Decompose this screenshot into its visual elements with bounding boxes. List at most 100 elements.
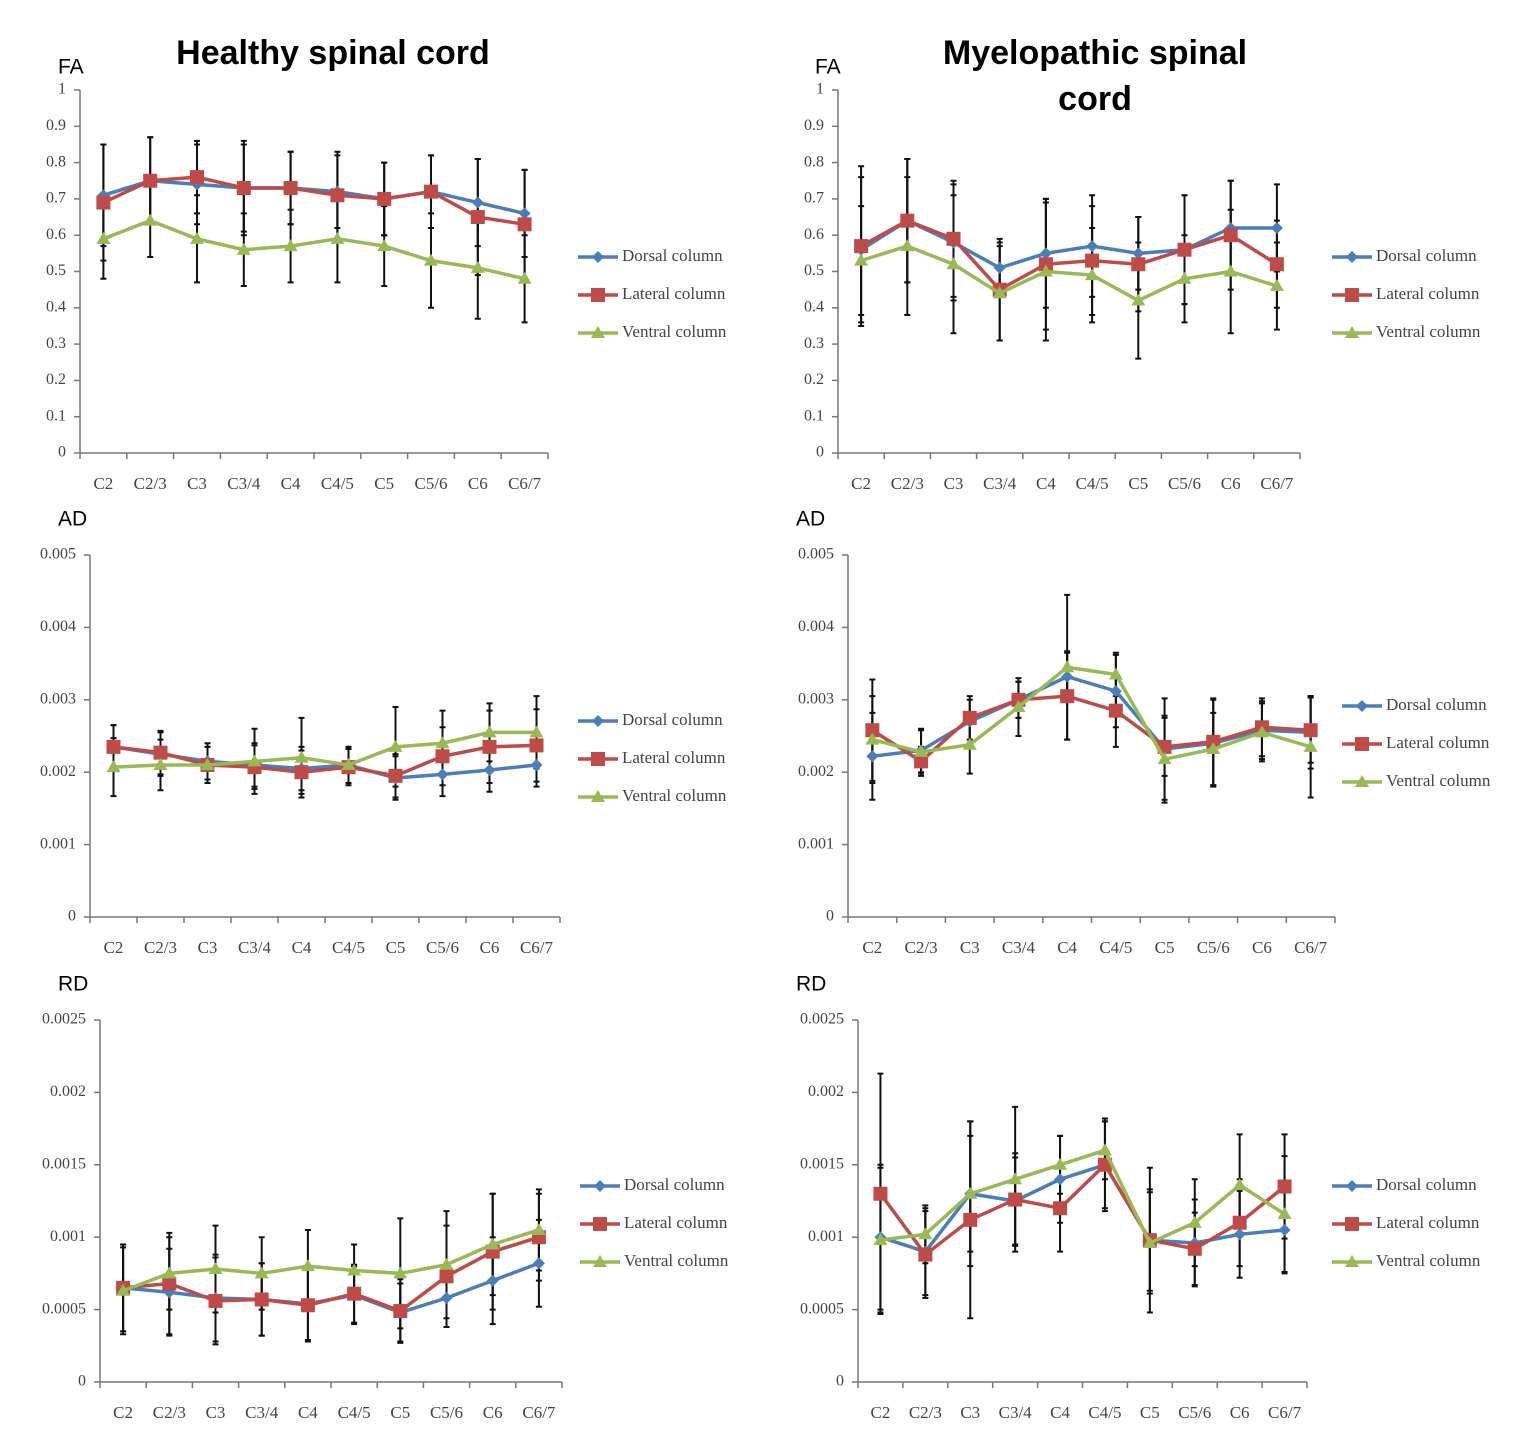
marker-triangle: [482, 725, 497, 738]
marker-triangle: [470, 260, 485, 273]
x-tick-label: C5/6: [414, 474, 447, 493]
y-tick-label: 0: [78, 1373, 86, 1390]
marker-triangle: [529, 725, 544, 738]
marker-square: [1060, 689, 1075, 704]
marker-square: [946, 231, 961, 246]
marker-triangle: [190, 231, 204, 244]
x-tick-label: C2: [93, 474, 113, 493]
x-tick-label: C6/7: [508, 474, 542, 493]
marker-square: [1232, 1215, 1247, 1230]
x-tick-label: C2: [113, 1403, 133, 1422]
marker-square: [153, 745, 168, 760]
marker-triangle: [1053, 1157, 1068, 1170]
marker-square: [482, 739, 497, 754]
marker-triangle: [1097, 1143, 1112, 1156]
y-tick-label: 0.002: [50, 1083, 86, 1100]
marker-triangle: [294, 750, 309, 763]
y-tick-label: 0.5: [46, 262, 66, 279]
marker-square: [294, 765, 309, 780]
marker-square: [1187, 1241, 1202, 1256]
y-tick-label: 0.0025: [800, 1011, 844, 1028]
x-tick-label: C5/6: [1168, 474, 1201, 493]
x-tick-label: C3/4: [238, 938, 272, 957]
x-tick-label: C2: [862, 938, 882, 957]
marker-square: [1206, 734, 1221, 749]
y-tick-label: 0.1: [804, 407, 824, 424]
marker-square: [236, 181, 251, 196]
x-tick-label: C4/5: [1088, 1403, 1121, 1422]
y-axis-label: RD: [796, 973, 826, 996]
marker-square: [529, 738, 544, 753]
legend-label: Lateral column: [1376, 284, 1480, 303]
y-axis-label: AD: [58, 508, 87, 531]
marker-triangle: [531, 1222, 546, 1235]
y-tick-label: 0.7: [804, 190, 824, 207]
y-tick-label: 0.001: [40, 835, 76, 852]
y-tick-label: 0.9: [804, 117, 824, 134]
y-tick-label: 0: [58, 444, 66, 461]
marker-square: [914, 754, 929, 769]
marker-diamond: [1086, 240, 1099, 253]
series-line: [113, 730, 537, 769]
x-tick-label: C4/5: [338, 1403, 371, 1422]
x-tick-label: C4: [1036, 474, 1056, 493]
marker-square: [208, 1293, 223, 1308]
marker-triangle: [963, 1186, 978, 1199]
marker-triangle: [377, 239, 392, 252]
marker-square: [190, 170, 204, 185]
x-tick-label: C4/5: [332, 938, 365, 957]
legend-label: Dorsal column: [1376, 1175, 1477, 1194]
marker-triangle: [485, 1237, 500, 1250]
y-tick-label: 0.002: [40, 763, 76, 780]
marker-triangle: [300, 1259, 315, 1272]
x-tick-label: C2/3: [905, 938, 938, 957]
marker-square: [1038, 257, 1053, 272]
marker-square: [1355, 737, 1369, 751]
legend-label: Dorsal column: [624, 1175, 725, 1194]
marker-triangle: [1345, 1255, 1359, 1267]
marker-square: [283, 181, 298, 196]
x-tick-label: C3/4: [227, 474, 261, 493]
x-tick-label: C6: [468, 474, 488, 493]
marker-square: [962, 710, 977, 725]
marker-square: [330, 188, 345, 203]
x-tick-label: C5/6: [1178, 1403, 1211, 1422]
marker-triangle: [873, 1233, 888, 1246]
marker-triangle: [96, 231, 111, 244]
x-tick-label: C3: [198, 938, 218, 957]
marker-triangle: [918, 1227, 933, 1240]
marker-triangle: [854, 253, 869, 266]
x-tick-label: C3/4: [983, 474, 1017, 493]
series-line: [122, 1235, 540, 1314]
x-tick-label: C5: [1155, 938, 1175, 957]
x-tick-label: C6/7: [1260, 474, 1294, 493]
marker-diamond: [532, 1257, 545, 1270]
x-tick-label: C2: [851, 474, 871, 493]
y-tick-label: 0.002: [798, 763, 834, 780]
marker-square: [854, 239, 869, 254]
marker-diamond: [518, 207, 531, 220]
y-tick-label: 1: [816, 81, 824, 98]
marker-triangle: [143, 213, 158, 226]
y-tick-label: 0.003: [798, 690, 834, 707]
marker-triangle: [1355, 775, 1369, 787]
marker-diamond: [592, 715, 604, 727]
marker-diamond: [486, 1274, 499, 1287]
y-tick-label: 0.4: [46, 298, 66, 315]
x-tick-label: C3: [960, 938, 980, 957]
y-tick-label: 0.6: [46, 226, 66, 243]
marker-triangle: [517, 271, 532, 284]
y-tick-label: 0.003: [40, 690, 76, 707]
marker-diamond: [993, 261, 1006, 274]
marker-triangle: [962, 737, 977, 750]
marker-square: [1345, 1217, 1359, 1231]
marker-triangle: [900, 239, 915, 252]
y-tick-label: 0.1: [46, 407, 66, 424]
marker-diamond: [1270, 221, 1283, 234]
x-tick-label: C5: [390, 1403, 410, 1422]
legend-label: Ventral column: [622, 322, 727, 341]
chart-title: Myelopathic spinal cord: [942, 34, 1248, 118]
marker-triangle: [1206, 742, 1221, 755]
x-tick-label: C4: [298, 1403, 318, 1422]
